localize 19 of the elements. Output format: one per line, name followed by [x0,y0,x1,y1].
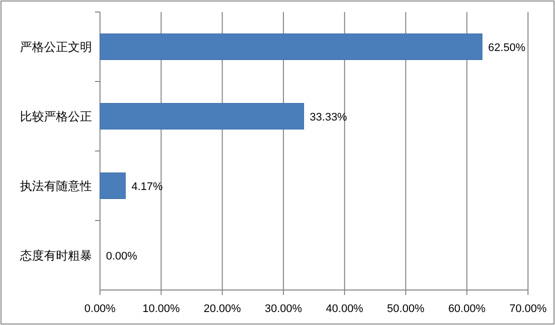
x-tick-label: 40.00% [326,303,364,315]
y-tick-label: 严格公正文明 [20,40,92,54]
y-tick-label: 态度有时粗暴 [19,248,92,262]
x-tick-label: 50.00% [387,303,425,315]
data-label: 33.33% [310,111,348,124]
data-label: 4.17% [131,180,163,193]
x-tick-label: 70.00% [509,303,547,315]
bar [100,172,126,199]
y-tick-label: 比较严格公正 [20,109,92,124]
x-tick-label: 60.00% [448,303,486,315]
x-tick-label: 20.00% [204,303,242,315]
x-tick-label: 0.00% [84,303,116,315]
x-tick-label: 30.00% [264,303,302,315]
data-label: 62.50% [488,42,526,54]
bar [100,103,304,130]
bar [100,34,482,60]
y-tick-label: 执法有随意性 [20,178,92,193]
data-label: 0.00% [106,250,138,262]
x-tick-label: 10.00% [142,303,180,315]
